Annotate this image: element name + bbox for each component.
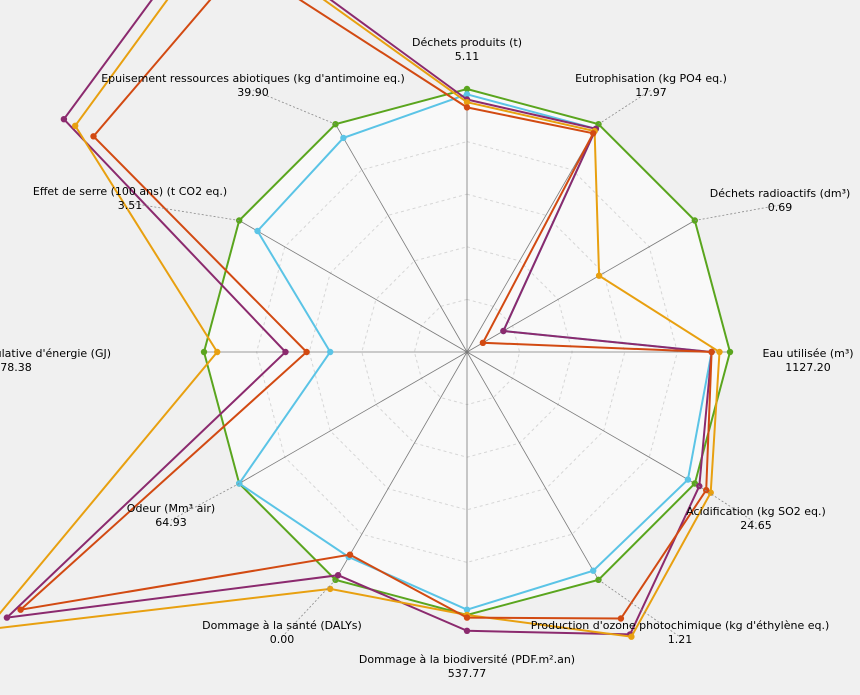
radar-point: [282, 348, 289, 356]
radar-point: [463, 614, 471, 621]
radar-point: [463, 99, 471, 106]
radar-point: [463, 85, 471, 93]
radar-axis-labels: Déchets produits (t)5.11 Eutrophisation (…: [0, 36, 854, 680]
radar-point: [595, 272, 603, 279]
radar-axis-name: Acidification (kg SO2 eq.): [686, 505, 826, 518]
radar-label-leader: [694, 483, 757, 524]
radar-axis-line: [335, 351, 468, 580]
radar-label-leader: [252, 89, 336, 125]
radar-label-leader: [694, 204, 781, 221]
radar-axis-name: Dommage à la biodiversité (PDF.m².an): [359, 653, 575, 666]
radar-axis-name: Eau utilisée (m³): [762, 347, 853, 360]
radar-axis-name: Déchets radioactifs (dm³): [710, 187, 851, 200]
radar-axis-value: 537.77: [448, 667, 487, 680]
radar-point: [60, 116, 68, 123]
radar-axis-value: 39.90: [237, 86, 269, 99]
radar-point: [617, 615, 625, 622]
radar-point: [254, 227, 261, 235]
radar-point: [334, 572, 342, 579]
radar-axis-name: Demande cumulative d'énergie (GJ): [0, 347, 111, 360]
radar-axis-name: Déchets produits (t): [412, 36, 522, 49]
radar-axis-value: 5.11: [455, 50, 480, 63]
radar-point: [684, 476, 692, 483]
radar-axis-line: [466, 124, 599, 353]
radar-label-leader: [129, 202, 240, 221]
radar-point: [726, 348, 734, 356]
radar-series-5: [17, 0, 715, 622]
radar-point: [590, 567, 597, 574]
radar-axis-name: Eutrophisation (kg PO4 eq.): [575, 72, 727, 85]
radar-point: [463, 104, 471, 111]
radar-point: [703, 486, 710, 494]
radar-point: [590, 130, 597, 137]
radar-axis-name: Dommage à la santé (DALYs): [202, 619, 362, 632]
radar-axis-value: 1.21: [668, 633, 693, 646]
radar-axis-line: [466, 351, 599, 580]
radar-axis-name: Effet de serre (100 ans) (t CO2 eq.): [33, 185, 227, 198]
radar-point: [346, 551, 354, 558]
radar-point: [340, 134, 347, 142]
radar-point: [463, 91, 471, 98]
radar-axis-value: 0.00: [270, 633, 295, 646]
radar-point: [500, 327, 507, 335]
radar-point: [327, 348, 334, 356]
radar-axis-value: 1127.20: [785, 361, 831, 374]
radar-point: [708, 348, 715, 356]
radar-axis-value: 64.93: [155, 516, 187, 529]
radar-point: [214, 348, 221, 356]
radar-axis-value: 17.97: [635, 86, 667, 99]
radar-axis-value: 278.38: [0, 361, 32, 374]
radar-axis-value: 24.65: [740, 519, 772, 532]
radar-point: [72, 122, 79, 129]
radar-axis-name: Epuisement ressources abiotiques (kg d'a…: [101, 72, 405, 85]
radar-label-leader: [598, 89, 652, 125]
radar-label-leader: [281, 579, 336, 638]
radar-point: [716, 348, 723, 356]
radar-point: [90, 133, 97, 140]
radar-axis-name: Production d'ozone photochimique (kg d'é…: [531, 619, 830, 632]
radar-point: [628, 633, 635, 640]
radar-axis-line: [239, 351, 468, 484]
radar-axes: [204, 89, 730, 615]
radar-axis-name: Odeur (Mm³ air): [127, 502, 215, 515]
radar-point: [17, 606, 24, 613]
radar-point: [303, 348, 310, 356]
radar-label-leader: [170, 483, 240, 521]
radar-label-leader: [598, 579, 681, 638]
radar-point: [463, 627, 471, 634]
radar-axis-line: [239, 220, 468, 353]
radar-point: [463, 606, 471, 613]
radar-point: [479, 339, 487, 346]
radar-axis-line: [466, 351, 695, 484]
radar-point: [327, 585, 334, 593]
radar-point: [3, 614, 11, 621]
radar-axis-value: 0.69: [768, 201, 793, 214]
radar-point: [200, 348, 208, 356]
radar-axis-line: [335, 124, 468, 353]
radar-axis-value: 3.51: [118, 199, 143, 212]
